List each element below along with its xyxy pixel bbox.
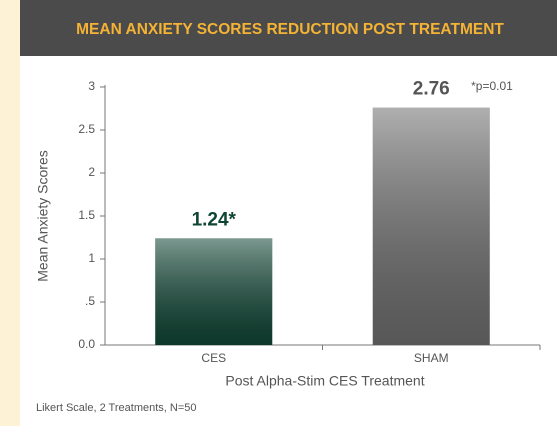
bar-shine <box>155 238 273 345</box>
side-strip <box>0 0 20 426</box>
y-tick-label: 1.5 <box>78 208 95 222</box>
x-tick-label: SHAM <box>414 351 449 365</box>
footnote: Likert Scale, 2 Treatments, N=50 <box>36 402 197 414</box>
y-tick-label: 1 <box>88 251 95 265</box>
annotation: *p=0.01 <box>471 79 513 93</box>
y-tick-label: 2 <box>88 165 95 179</box>
y-tick-label: 3 <box>88 79 95 93</box>
y-tick-label: 2.5 <box>78 122 95 136</box>
value-label: 1.24* <box>192 209 237 230</box>
y-tick-label: .5 <box>85 294 95 308</box>
bar-shine <box>372 107 490 345</box>
y-axis-label: Mean Anxiety Scores <box>35 150 51 282</box>
value-label: 2.76 <box>413 79 450 100</box>
chart-title: MEAN ANXIETY SCORES REDUCTION POST TREAT… <box>76 21 504 38</box>
header-band <box>20 0 557 56</box>
y-tick-label: 0.0 <box>78 337 95 351</box>
x-axis-label: Post Alpha-Stim CES Treatment <box>225 373 424 389</box>
x-tick-label: CES <box>201 351 226 365</box>
